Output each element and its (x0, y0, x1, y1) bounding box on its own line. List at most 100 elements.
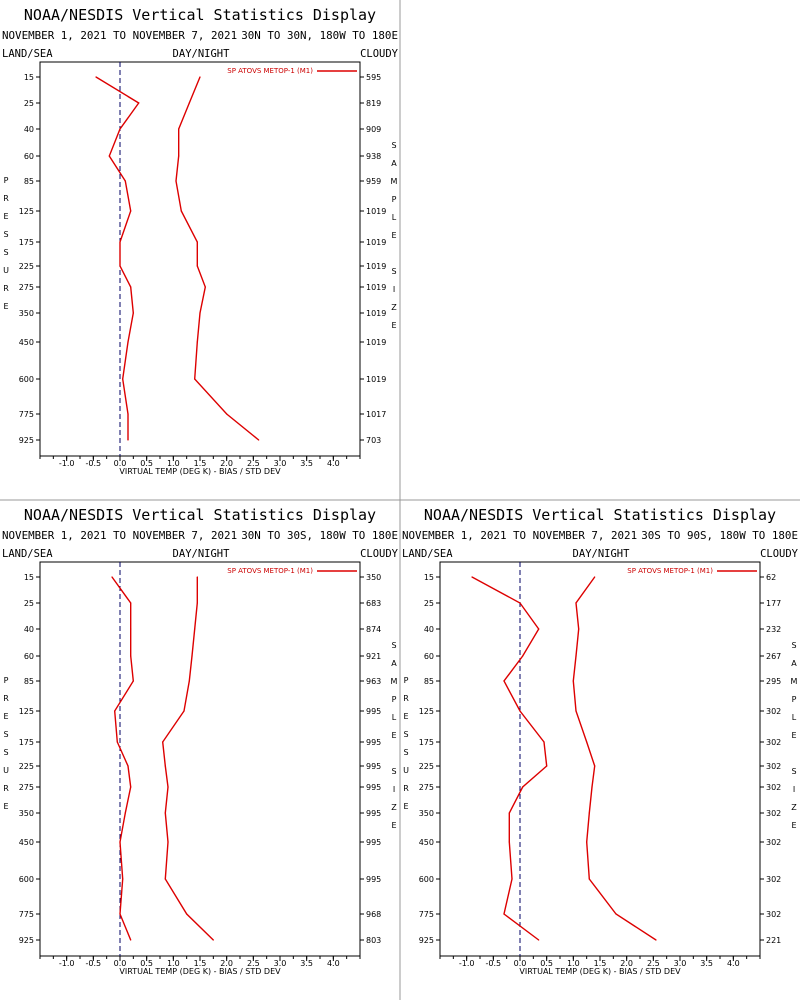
x-tick-label: 0.0 (114, 459, 127, 468)
bias-line-point (119, 841, 121, 843)
std-dev-line-point (178, 128, 180, 130)
sample-size-label: 221 (766, 936, 781, 945)
pressure-level-label: 25 (24, 99, 34, 108)
right-axis-letter: M (791, 677, 798, 686)
right-axis-letter: S (791, 767, 796, 776)
right-axis-letter: E (391, 731, 396, 740)
bias-line-point (122, 878, 124, 880)
x-tick-label: 3.0 (674, 959, 687, 968)
sample-size-label: 995 (366, 738, 381, 747)
right-axis-letter: A (391, 159, 397, 168)
bias-line-point (127, 765, 129, 767)
y-axis-letter: E (3, 802, 8, 811)
pressure-level-label: 85 (424, 677, 434, 686)
sample-size-label: 683 (366, 599, 381, 608)
sample-size-label: 1019 (366, 238, 386, 247)
std-dev-line-point (196, 241, 198, 243)
x-tick-label: -0.5 (86, 459, 102, 468)
sample-size-label: 968 (366, 910, 381, 919)
x-tick-label: 3.0 (274, 959, 287, 968)
y-axis-letter: R (3, 284, 9, 293)
region-label: 30N TO 30N, 180W TO 180E (241, 30, 398, 42)
x-tick-label: 2.5 (247, 459, 260, 468)
day-night-label: DAY/NIGHT (173, 48, 231, 60)
x-tick-label: 3.5 (700, 959, 713, 968)
x-tick-label: 3.0 (274, 459, 287, 468)
right-axis-letter: A (391, 659, 397, 668)
bias-line-point (119, 241, 121, 243)
land-sea-label: LAND/SEA (2, 548, 53, 560)
y-axis-letter: S (403, 748, 408, 757)
pressure-level-label: 175 (19, 238, 34, 247)
std-dev-line-point (196, 602, 198, 604)
bias-line-point (130, 786, 132, 788)
pressure-level-label: 60 (424, 652, 434, 661)
std-dev-line-point (180, 210, 182, 212)
bias-line-point (503, 680, 505, 682)
panel-subtitle: NOVEMBER 1, 2021 TO NOVEMBER 7, 2021 30N … (2, 30, 398, 42)
y-axis-letter: S (3, 248, 8, 257)
std-dev-line-point (588, 812, 590, 814)
sample-size-label: 1019 (366, 338, 386, 347)
right-axis-letter: L (392, 713, 397, 722)
right-axis-letter: L (392, 213, 397, 222)
sample-size-label: 62 (766, 573, 776, 582)
x-tick-label: 1.0 (167, 459, 180, 468)
std-dev-line-point (164, 812, 166, 814)
sample-size-label: 350 (366, 573, 381, 582)
y-axis-letter: E (3, 302, 8, 311)
bias-line-point (519, 602, 521, 604)
bias-line-point (108, 155, 110, 157)
bias-line-point (127, 439, 129, 441)
right-axis-letter: S (791, 641, 796, 650)
pressure-level-label: 225 (19, 262, 34, 271)
sample-size-label: 1019 (366, 207, 386, 216)
date-range: NOVEMBER 1, 2021 TO NOVEMBER 7, 2021 (402, 530, 637, 542)
sample-size-label: 921 (366, 652, 381, 661)
pressure-level-label: 775 (19, 410, 34, 419)
pressure-level-label: 775 (419, 910, 434, 919)
y-axis-letter: P (4, 176, 9, 185)
y-axis-letter: U (3, 266, 9, 275)
pressure-level-label: 125 (419, 707, 434, 716)
right-axis-letter: Z (391, 303, 397, 312)
y-axis-letter: S (3, 748, 8, 757)
bias-line-point (546, 765, 548, 767)
y-axis-letter: R (3, 784, 9, 793)
x-tick-label: 4.0 (327, 459, 340, 468)
pressure-level-label: 125 (19, 207, 34, 216)
pressure-level-label: 350 (19, 309, 34, 318)
bias-line-point (519, 710, 521, 712)
pressure-level-label: 925 (19, 436, 34, 445)
pressure-level-label: 600 (19, 375, 34, 384)
right-axis-letter: E (391, 321, 396, 330)
right-axis-letter: E (791, 731, 796, 740)
x-tick-label: 4.0 (327, 959, 340, 968)
right-axis-letter: I (393, 785, 395, 794)
bias-line-point (111, 576, 113, 578)
right-axis-letter: L (792, 713, 797, 722)
sample-size-label: 302 (766, 738, 781, 747)
x-tick-label: 2.0 (620, 959, 633, 968)
sample-size-label: 938 (366, 152, 381, 161)
legend-label: SP ATOVS METOP-1 (M1) (627, 567, 713, 575)
y-axis-letter: U (403, 766, 409, 775)
x-tick-label: 2.0 (220, 459, 233, 468)
bias-line-point (538, 939, 540, 941)
std-dev-line-point (586, 741, 588, 743)
bias-line-point (116, 741, 118, 743)
right-axis-letter: E (391, 821, 396, 830)
date-range: NOVEMBER 1, 2021 TO NOVEMBER 7, 2021 (2, 30, 237, 42)
sample-size-label: 177 (766, 599, 781, 608)
std-dev-line-point (588, 878, 590, 880)
bias-line-point (119, 913, 121, 915)
x-tick-label: 2.5 (647, 959, 660, 968)
sample-size-label: 267 (766, 652, 781, 661)
std-dev-line-point (212, 939, 214, 941)
sample-size-label: 232 (766, 625, 781, 634)
bias-line-point (132, 312, 134, 314)
day-night-label: DAY/NIGHT (573, 548, 631, 560)
std-dev-line-point (194, 628, 196, 630)
pressure-level-label: 40 (24, 125, 34, 134)
